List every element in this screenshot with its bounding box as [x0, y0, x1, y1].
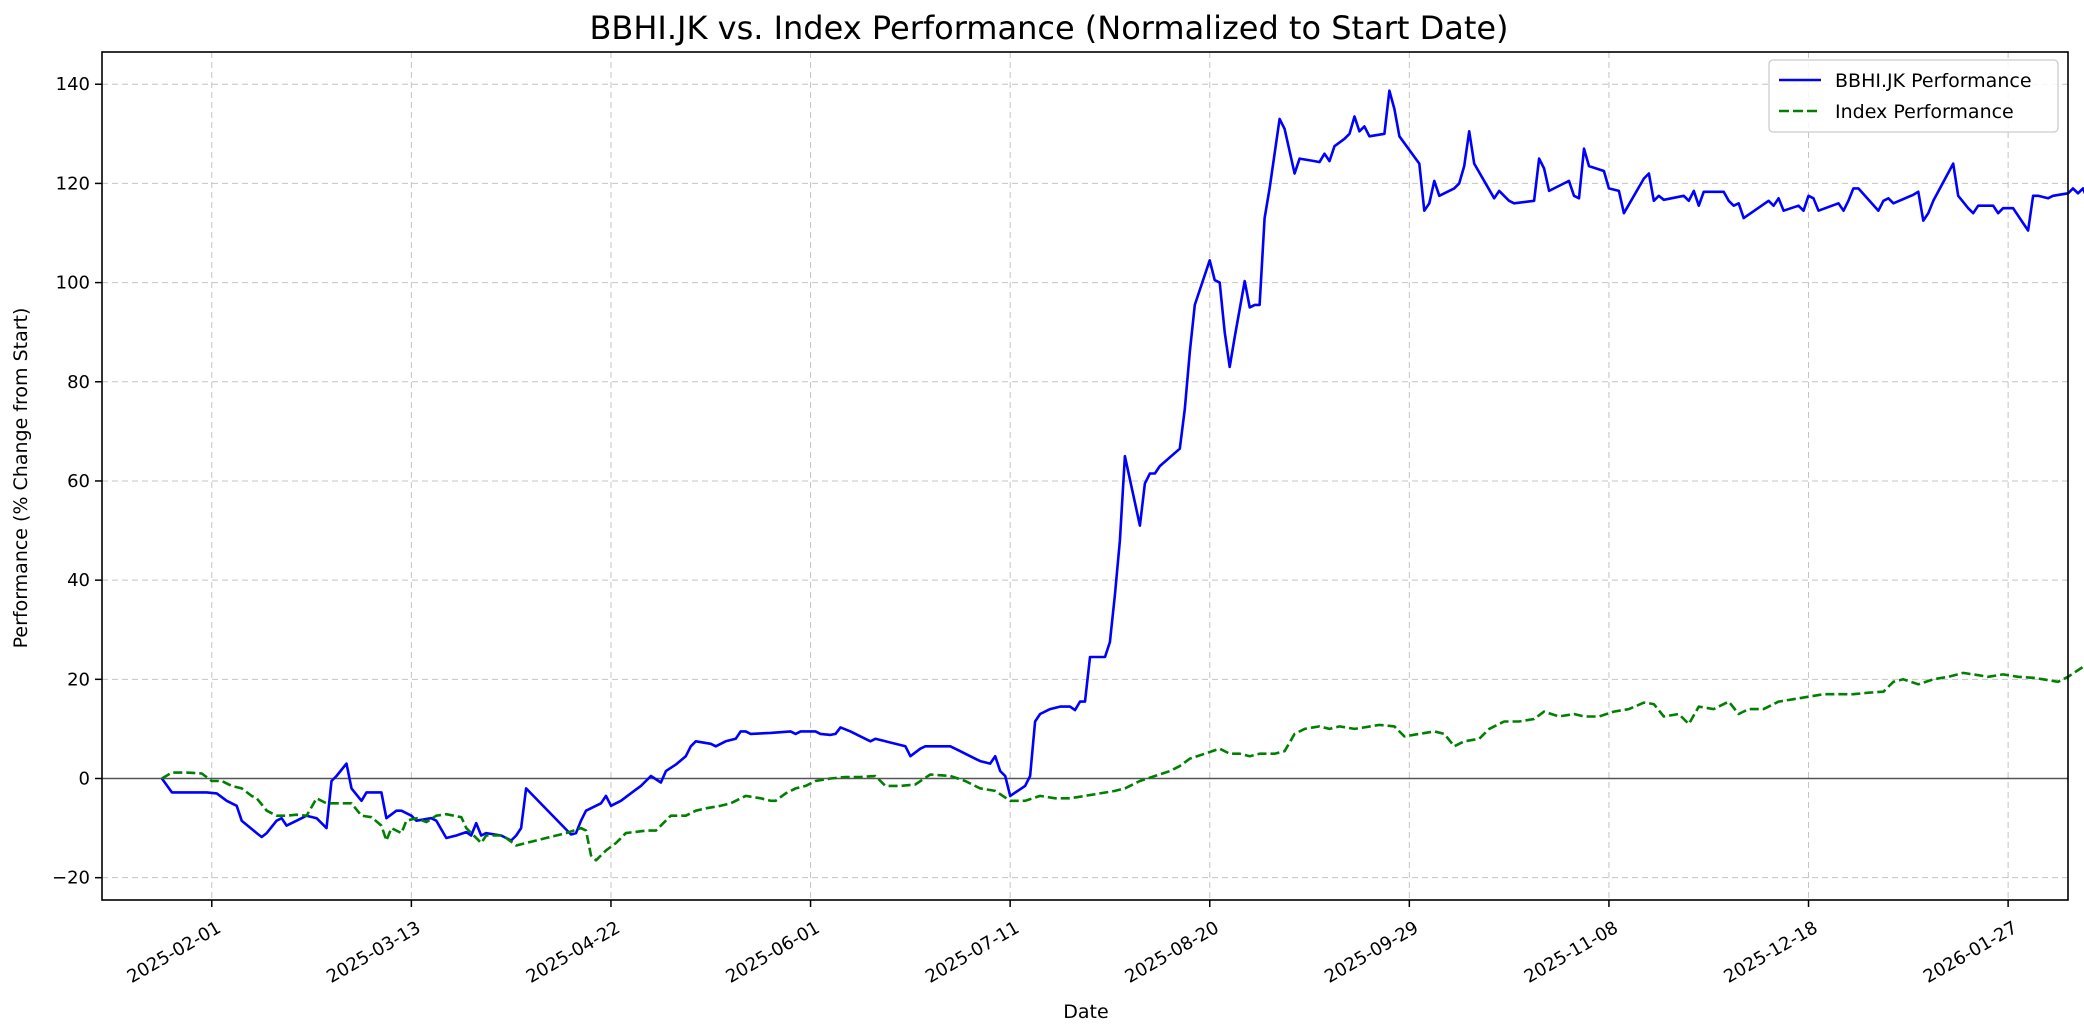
y-axis: −20 0 20 40 60 80 100 120 140: [52, 74, 102, 889]
legend: BBHI.JK Performance Index Performance: [1768, 59, 2059, 133]
legend-box: [1768, 59, 2059, 133]
legend-label-bbhi: BBHI.JK Performance: [1835, 70, 2032, 92]
y-tick-label: 100: [56, 273, 90, 294]
y-tick-label: 20: [67, 669, 90, 690]
grid-lines: [102, 52, 2068, 900]
y-tick-label: 120: [56, 173, 90, 194]
y-tick-label: 140: [56, 74, 90, 95]
y-tick-label: 80: [67, 372, 90, 393]
y-axis-label: Performance (% Change from Start): [10, 308, 32, 649]
series-layer: [160, 89, 2084, 862]
series-line-bbhi: [160, 89, 2084, 842]
y-tick-label: 40: [67, 570, 90, 591]
y-tick-label: 60: [67, 471, 90, 492]
series-line-index: [161, 664, 2084, 862]
y-tick-label: −20: [52, 868, 90, 889]
y-tick-label: 0: [79, 769, 90, 790]
chart-title: BBHI.JK vs. Index Performance (Normalize…: [589, 9, 1508, 47]
x-axis-label: Date: [1063, 1001, 1108, 1023]
plot-frame: [101, 51, 2069, 901]
legend-label-index: Index Performance: [1835, 101, 2014, 123]
